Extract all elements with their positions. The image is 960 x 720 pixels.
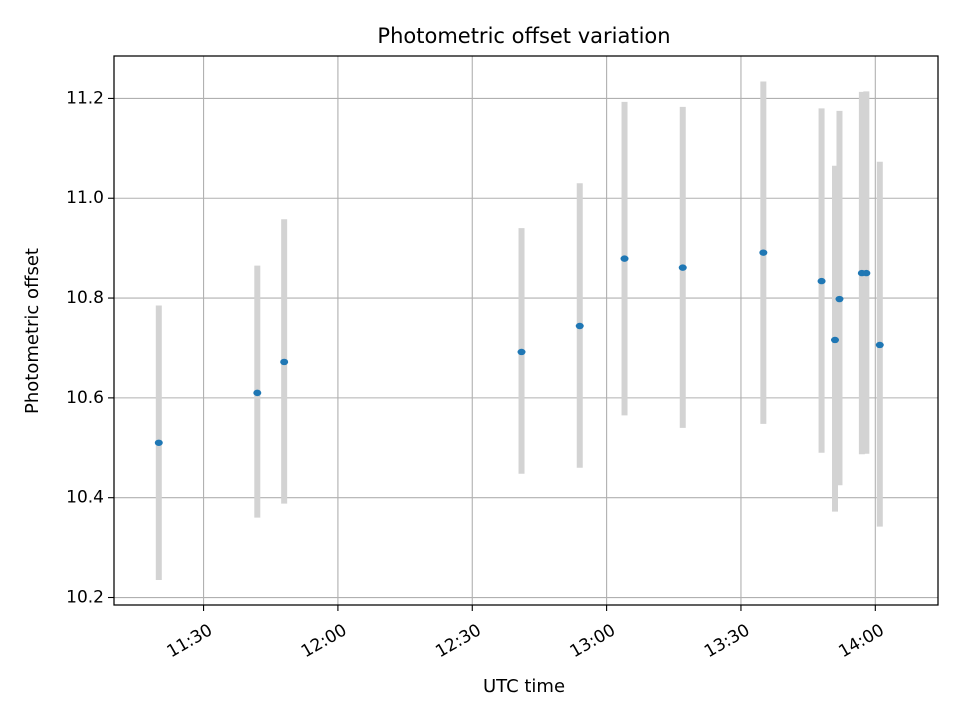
y-tick-label: 10.8 [66,288,104,308]
y-tick-label: 10.4 [66,488,104,508]
y-axis-title: Photometric offset [22,248,43,414]
data-point [875,341,884,349]
data-point [862,269,871,277]
grid [114,56,938,605]
data-point [517,348,526,356]
data-point [575,322,584,330]
y-tick-label: 10.6 [66,388,104,408]
data-point [678,264,687,271]
data-point [835,295,844,303]
chart-title: Photometric offset variation [377,24,670,48]
y-tick-label: 11.0 [66,188,104,208]
data-point [620,255,629,262]
data-point [154,439,163,446]
y-tick-label: 10.2 [66,588,104,608]
data-points [154,249,884,446]
data-point [253,389,262,397]
data-point [280,358,289,366]
plot-area-frame [113,55,939,606]
data-point [759,249,768,256]
x-axis-title: UTC time [483,676,565,697]
data-point [831,336,839,344]
y-tick-label: 11.2 [66,88,104,108]
data-point [817,277,826,285]
